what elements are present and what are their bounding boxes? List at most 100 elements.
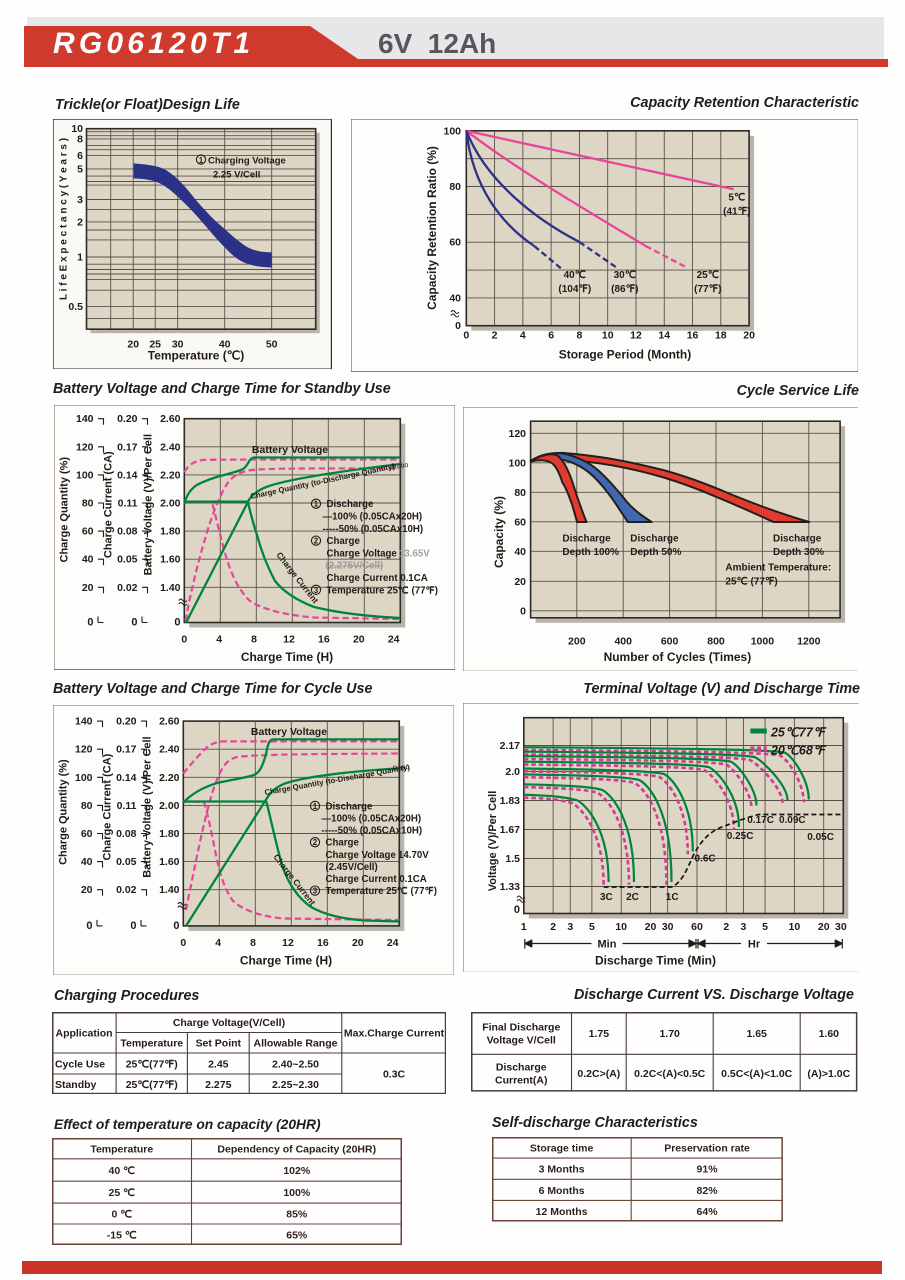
svg-text:2: 2 bbox=[77, 217, 83, 228]
svg-text:2.60: 2.60 bbox=[160, 414, 181, 425]
svg-text:100: 100 bbox=[508, 458, 526, 469]
svg-text:0.2C>(A): 0.2C>(A) bbox=[578, 1069, 621, 1080]
svg-text:40: 40 bbox=[81, 857, 93, 868]
svg-text:18: 18 bbox=[715, 330, 727, 341]
svg-text:2: 2 bbox=[313, 838, 318, 847]
svg-text:0: 0 bbox=[130, 920, 136, 932]
svg-text:50: 50 bbox=[266, 339, 278, 350]
svg-text:16: 16 bbox=[687, 330, 699, 341]
svg-text:1: 1 bbox=[313, 802, 318, 811]
svg-text:6: 6 bbox=[548, 330, 554, 341]
svg-text:20: 20 bbox=[128, 339, 140, 350]
svg-text:Discharge: Discharge bbox=[326, 499, 373, 510]
svg-text:80: 80 bbox=[450, 182, 462, 193]
svg-text:Charge Time (H): Charge Time (H) bbox=[240, 953, 332, 967]
svg-text:Cycle Use: Cycle Use bbox=[55, 1059, 105, 1070]
svg-text:140: 140 bbox=[76, 414, 94, 425]
svg-text:Depth 30%: Depth 30% bbox=[773, 546, 824, 557]
svg-text:4: 4 bbox=[216, 634, 222, 645]
svg-text:Standby: Standby bbox=[55, 1080, 97, 1091]
svg-text:30: 30 bbox=[661, 921, 673, 932]
svg-text:25 ℃: 25 ℃ bbox=[109, 1187, 136, 1199]
svg-text:12: 12 bbox=[283, 634, 295, 645]
svg-text:85%: 85% bbox=[286, 1209, 308, 1221]
svg-text:(41℉): (41℉) bbox=[723, 206, 750, 217]
svg-text:2.60: 2.60 bbox=[159, 717, 180, 728]
svg-text:0: 0 bbox=[513, 903, 519, 915]
svg-text:1.60: 1.60 bbox=[159, 857, 180, 868]
svg-text:0.2C<(A)<0.5C: 0.2C<(A)<0.5C bbox=[635, 1069, 707, 1080]
svg-text:6: 6 bbox=[77, 150, 83, 161]
svg-text:Discharge: Discharge bbox=[773, 533, 822, 544]
svg-text:2: 2 bbox=[723, 921, 729, 932]
svg-text:20: 20 bbox=[743, 330, 755, 341]
svg-text:3: 3 bbox=[567, 921, 573, 932]
svg-text:12: 12 bbox=[630, 330, 642, 341]
svg-text:2: 2 bbox=[550, 921, 556, 932]
svg-text:0.08: 0.08 bbox=[117, 527, 138, 538]
svg-text:Ratio: Ratio bbox=[392, 762, 410, 773]
svg-text:Charge: Charge bbox=[326, 536, 360, 547]
svg-text:(2.45V/Cell): (2.45V/Cell) bbox=[326, 862, 378, 873]
svg-text:0.05C: 0.05C bbox=[807, 831, 834, 842]
svg-text:0.5: 0.5 bbox=[69, 301, 84, 312]
svg-text:100%: 100% bbox=[284, 1187, 312, 1199]
svg-text:Discharge: Discharge bbox=[562, 533, 611, 544]
svg-text:Battery Voltage (V)/Per Cell: Battery Voltage (V)/Per Cell bbox=[142, 434, 154, 575]
svg-text:24: 24 bbox=[387, 938, 399, 949]
svg-text:0 ℃: 0 ℃ bbox=[112, 1209, 133, 1221]
svg-text:0.17: 0.17 bbox=[116, 745, 137, 756]
svg-text:Dependency of Capacity (20HR): Dependency of Capacity (20HR) bbox=[218, 1144, 377, 1156]
svg-text:10: 10 bbox=[788, 921, 800, 932]
svg-text:0.3C: 0.3C bbox=[383, 1070, 406, 1081]
svg-text:0.11: 0.11 bbox=[118, 498, 138, 509]
svg-text:102%: 102% bbox=[284, 1165, 312, 1177]
svg-text:0.09C: 0.09C bbox=[779, 814, 806, 825]
svg-text:400: 400 bbox=[614, 636, 632, 647]
svg-text:Battery Voltage: Battery Voltage bbox=[251, 727, 327, 738]
svg-text:0.5C<(A)<1.0C: 0.5C<(A)<1.0C bbox=[722, 1069, 794, 1080]
svg-text:0.17: 0.17 bbox=[117, 442, 138, 453]
svg-text:12: 12 bbox=[282, 938, 294, 949]
svg-text:Charge Quantity (%): Charge Quantity (%) bbox=[58, 759, 70, 865]
svg-text:25℃77℉: 25℃77℉ bbox=[770, 725, 827, 739]
svg-text:1C: 1C bbox=[665, 891, 678, 902]
svg-text:40: 40 bbox=[219, 339, 231, 350]
svg-text:Depth 50%: Depth 50% bbox=[630, 546, 681, 557]
svg-text:Min: Min bbox=[597, 938, 616, 950]
svg-text:24: 24 bbox=[388, 634, 400, 645]
svg-text:2C: 2C bbox=[626, 891, 639, 902]
svg-text:Capacity Retention Ratio (%): Capacity Retention Ratio (%) bbox=[425, 146, 439, 310]
svg-text:0.14: 0.14 bbox=[117, 470, 138, 481]
svg-text:8: 8 bbox=[250, 938, 256, 949]
svg-text:Max.Charge Current: Max.Charge Current bbox=[344, 1028, 445, 1039]
svg-text:5: 5 bbox=[77, 164, 83, 175]
svg-text:1.80: 1.80 bbox=[160, 527, 181, 538]
svg-text:Charge Current (CA): Charge Current (CA) bbox=[102, 753, 114, 860]
svg-text:8: 8 bbox=[77, 134, 83, 145]
svg-text:0.11: 0.11 bbox=[117, 801, 137, 812]
svg-text:2: 2 bbox=[492, 330, 498, 341]
svg-text:-----50% (0.05CAx10H): -----50% (0.05CAx10H) bbox=[322, 524, 423, 535]
svg-text:600: 600 bbox=[660, 636, 678, 647]
svg-text:20: 20 bbox=[353, 634, 365, 645]
svg-text:—100% (0.05CAx20H): —100% (0.05CAx20H) bbox=[322, 511, 422, 522]
svg-text:Preservation rate: Preservation rate bbox=[665, 1144, 751, 1155]
svg-text:800: 800 bbox=[707, 636, 725, 647]
svg-text:3 Months: 3 Months bbox=[539, 1165, 585, 1176]
svg-text:Temperature 25℃ (77℉): Temperature 25℃ (77℉) bbox=[326, 886, 437, 897]
svg-text:200: 200 bbox=[568, 636, 586, 647]
svg-text:1: 1 bbox=[520, 921, 526, 932]
svg-text:1.33: 1.33 bbox=[499, 881, 520, 892]
svg-text:1200: 1200 bbox=[797, 636, 820, 647]
svg-text:0: 0 bbox=[173, 920, 179, 932]
svg-text:2.00: 2.00 bbox=[159, 801, 180, 812]
svg-text:4: 4 bbox=[520, 330, 526, 341]
svg-text:40 ℃: 40 ℃ bbox=[109, 1165, 136, 1177]
svg-text:40℃: 40℃ bbox=[564, 270, 586, 281]
svg-text:Number of Cycles (Times): Number of Cycles (Times) bbox=[603, 650, 751, 664]
svg-text:0.6C: 0.6C bbox=[694, 853, 715, 864]
svg-text:Ratio: Ratio bbox=[391, 460, 409, 471]
svg-text:1.83: 1.83 bbox=[499, 795, 520, 806]
svg-text:2.17: 2.17 bbox=[499, 740, 520, 751]
